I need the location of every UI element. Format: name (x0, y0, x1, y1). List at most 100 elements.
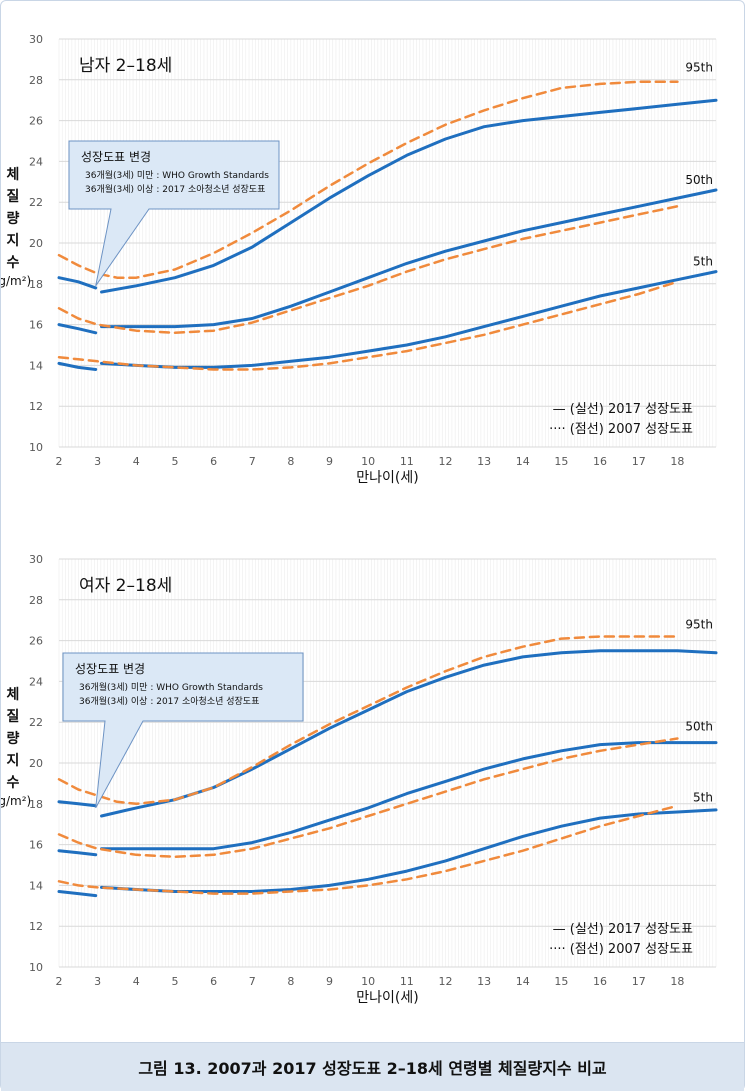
y-tick-label: 20 (29, 757, 43, 770)
y-axis-label-char: 지 (7, 753, 20, 769)
series-line-2017-5th (100, 270, 718, 369)
series-line-2017-95th (57, 800, 98, 808)
x-tick-label: 17 (632, 975, 646, 988)
chart-title: 남자 2–18세 (79, 56, 172, 76)
y-axis-label-char: 수 (7, 775, 20, 791)
x-tick-label: 8 (287, 975, 294, 988)
x-tick-label: 12 (438, 975, 452, 988)
x-tick-label: 10 (361, 975, 375, 988)
x-axis-title: 만나이(세) (356, 990, 418, 1006)
y-tick-label: 26 (29, 115, 43, 128)
y-tick-label: 18 (29, 278, 43, 291)
series-line-2007-95th (57, 80, 679, 279)
callout-line-1: 36개월(3세) 미만 : WHO Growth Standards (79, 681, 263, 693)
y-tick-label: 14 (29, 879, 43, 892)
x-tick-label: 18 (670, 975, 684, 988)
x-tick-label: 6 (210, 975, 217, 988)
y-tick-label: 22 (29, 716, 43, 729)
callout-title: 성장도표 변경 (81, 150, 151, 164)
x-tick-label: 15 (554, 455, 568, 468)
callout-title: 성장도표 변경 (75, 662, 145, 676)
x-axis-title: 만나이(세) (356, 470, 418, 486)
y-tick-label: 12 (29, 400, 43, 413)
percentile-label: 5th (693, 254, 713, 268)
y-tick-label: 28 (29, 594, 43, 607)
y-axis-label-char: 질 (7, 709, 20, 725)
y-axis-label-char: 량 (7, 211, 20, 227)
y-tick-label: 20 (29, 237, 43, 250)
series-line-2017-50th (57, 323, 98, 335)
x-tick-label: 8 (287, 455, 294, 468)
x-tick-label: 4 (133, 455, 140, 468)
callout-line-2: 36개월(3세) 이상 : 2017 소아청소년 성장도표 (79, 695, 259, 707)
series-line-2017-50th (100, 741, 718, 851)
x-tick-label: 13 (477, 455, 491, 468)
callout-line-2: 36개월(3세) 이상 : 2017 소아청소년 성장도표 (85, 183, 265, 195)
y-tick-label: 24 (29, 675, 43, 688)
chart-boys: 10 12 14 16 18 20 22 24 26 28 30 2 3 4 5 6 7 8 9 10 11 12 13 14… (1, 33, 718, 486)
x-tick-label: 3 (94, 975, 101, 988)
percentile-label: 50th (685, 173, 713, 187)
series-line-2017-95th (100, 98, 718, 294)
legend-dashed: ···· (점선) 2007 성장도표 (549, 942, 693, 957)
y-axis-label-char: 지 (7, 233, 20, 249)
x-tick-label: 7 (249, 975, 256, 988)
chart-girls: 10 12 14 16 18 20 22 24 26 28 30 2 3 4 5 6 7 8 9 10 11 12 13 14… (1, 553, 718, 1006)
series-line-2007-5th (57, 804, 679, 895)
y-tick-label: 16 (29, 319, 43, 332)
legend-dashed: ···· (점선) 2007 성장도표 (549, 422, 693, 437)
y-tick-label: 14 (29, 359, 43, 372)
y-axis-unit: (kg/m²) (1, 274, 31, 288)
y-axis-label-char: 체 (7, 687, 20, 703)
series-line-2017-50th (57, 849, 98, 857)
x-tick-label: 12 (438, 455, 452, 468)
y-tick-label: 28 (29, 74, 43, 87)
y-tick-label: 12 (29, 920, 43, 933)
x-tick-label: 4 (133, 975, 140, 988)
y-tick-label: 16 (29, 839, 43, 852)
percentile-label: 95th (685, 617, 713, 631)
x-tick-label: 7 (249, 455, 256, 468)
y-tick-label: 26 (29, 635, 43, 648)
y-tick-label: 18 (29, 798, 43, 811)
x-tick-label: 15 (554, 975, 568, 988)
x-tick-label: 9 (326, 975, 333, 988)
callout-box (68, 140, 280, 287)
series-line-2017-95th (100, 649, 718, 818)
percentile-label: 50th (685, 719, 713, 733)
x-tick-label: 2 (56, 975, 63, 988)
x-tick-label: 5 (171, 975, 178, 988)
series-line-2017-95th (57, 276, 98, 290)
x-tick-label: 16 (593, 975, 607, 988)
y-tick-label: 24 (29, 155, 43, 168)
series-line-2007-50th (57, 205, 679, 335)
chart-title: 여자 2–18세 (79, 576, 172, 596)
x-tick-label: 11 (400, 975, 414, 988)
x-tick-label: 11 (400, 455, 414, 468)
y-axis-label-char: 수 (7, 255, 20, 271)
y-tick-label: 30 (29, 33, 43, 46)
y-tick-label: 10 (29, 441, 43, 454)
percentile-label: 95th (685, 61, 713, 75)
x-tick-label: 18 (670, 455, 684, 468)
series-line-2017-5th (57, 361, 98, 371)
x-tick-label: 14 (516, 455, 530, 468)
x-tick-label: 2 (56, 455, 63, 468)
x-tick-label: 13 (477, 975, 491, 988)
y-axis-label-char: 량 (7, 731, 20, 747)
x-tick-label: 3 (94, 455, 101, 468)
x-tick-label: 5 (171, 455, 178, 468)
percentile-label: 5th (693, 791, 713, 805)
y-axis-label-char: 질 (7, 189, 20, 205)
x-tick-label: 16 (593, 455, 607, 468)
series-line-2007-5th (57, 280, 679, 371)
figure-caption: 그림 13. 2007과 2017 성장도표 2–18세 연령별 체질량지수 비… (1, 1042, 744, 1091)
y-axis-label-char: 체 (7, 167, 20, 183)
series-line-2017-5th (57, 890, 98, 898)
callout-line-1: 36개월(3세) 미만 : WHO Growth Standards (85, 169, 269, 181)
x-tick-label: 17 (632, 455, 646, 468)
y-tick-label: 22 (29, 196, 43, 209)
x-tick-label: 9 (326, 455, 333, 468)
x-tick-label: 10 (361, 455, 375, 468)
